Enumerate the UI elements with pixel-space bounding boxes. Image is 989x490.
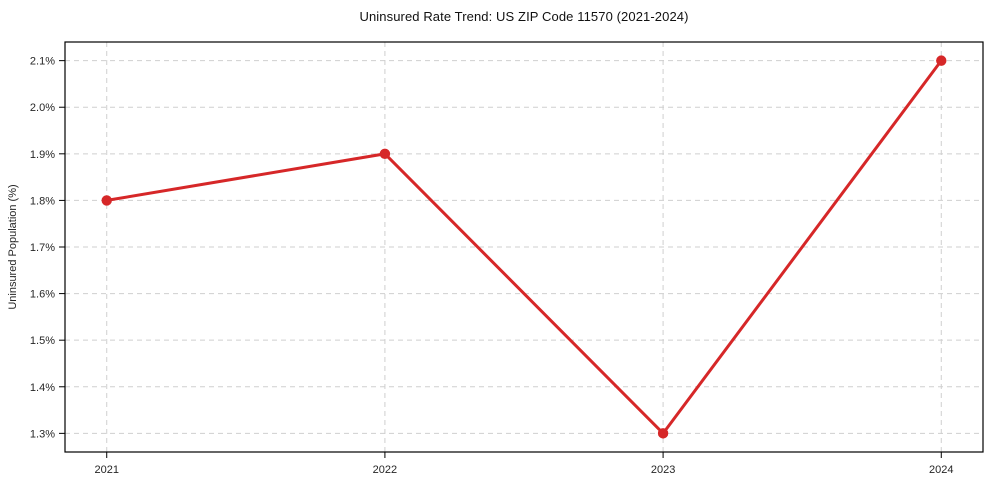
y-tick-label: 1.9%	[30, 149, 55, 161]
chart-title: Uninsured Rate Trend: US ZIP Code 11570 …	[359, 9, 689, 24]
y-tick-label: 1.7%	[30, 242, 55, 254]
x-tick-label: 2023	[651, 464, 675, 476]
y-tick-label: 1.6%	[30, 289, 55, 301]
x-tick-label: 2021	[94, 464, 118, 476]
x-tick-label: 2024	[929, 464, 953, 476]
data-point-marker	[936, 55, 947, 66]
y-tick-label: 2.1%	[30, 56, 55, 68]
plot-frame	[64, 41, 984, 453]
data-point-marker	[657, 428, 669, 439]
y-tick-label: 1.4%	[30, 382, 55, 394]
y-tick-label: 1.8%	[30, 195, 55, 207]
data-point-marker	[101, 195, 112, 206]
x-tick-label: 2022	[373, 464, 397, 476]
y-tick-label: 2.0%	[30, 102, 55, 114]
y-tick-label: 1.3%	[30, 428, 55, 440]
trend-line	[105, 59, 943, 435]
data-point-marker	[379, 148, 391, 160]
y-tick-label: 1.5%	[30, 335, 55, 347]
